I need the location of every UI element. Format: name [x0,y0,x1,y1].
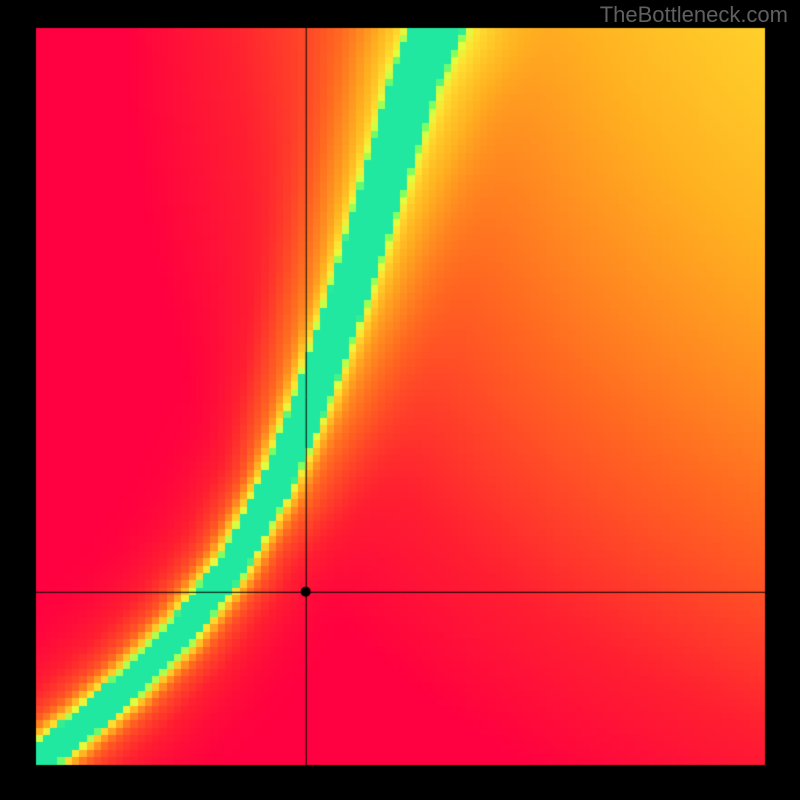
bottleneck-heatmap [0,0,800,800]
watermark-label: TheBottleneck.com [600,2,788,28]
